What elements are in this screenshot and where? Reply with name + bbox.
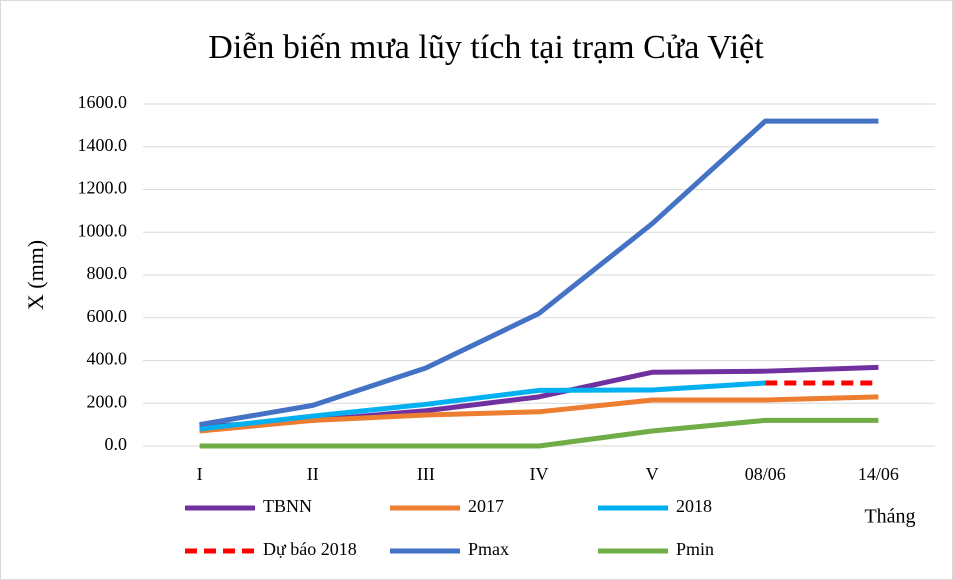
y-tick-label: 600.0: [87, 306, 128, 326]
y-axis-label: X (mm): [23, 240, 48, 310]
legend-label: 2018: [676, 496, 712, 516]
series-line: [199, 380, 766, 432]
series-line: [199, 118, 879, 428]
y-tick-label: 0.0: [105, 434, 128, 454]
y-tick-label: 1000.0: [78, 220, 128, 240]
x-axis-label: Tháng: [864, 506, 915, 528]
y-tick-label: 1200.0: [78, 178, 128, 198]
x-tick-label: III: [417, 464, 435, 484]
y-tick-label: 1600.0: [78, 92, 128, 112]
x-tick-label: IV: [530, 464, 549, 484]
x-tick-label: V: [646, 464, 659, 484]
legend-label: Pmax: [468, 539, 509, 559]
legend-label: Dự báo 2018: [263, 539, 357, 559]
chart-title: Diễn biến mưa lũy tích tại trạm Cửa Việt: [208, 29, 764, 66]
x-tick-label: 08/06: [745, 464, 786, 484]
legend-label: Pmin: [676, 539, 714, 559]
x-tick-label: II: [307, 464, 319, 484]
legend-label: 2017: [468, 496, 504, 516]
y-tick-label: 400.0: [87, 349, 128, 369]
y-tick-label: 200.0: [87, 391, 128, 411]
series-line: [199, 394, 879, 434]
y-tick-label: 1400.0: [78, 135, 128, 155]
series-line: [199, 417, 879, 449]
x-tick-label: I: [197, 464, 203, 484]
legend-label: TBNN: [263, 496, 312, 516]
x-tick-label: 14/06: [858, 464, 899, 484]
y-tick-label: 800.0: [87, 263, 128, 283]
